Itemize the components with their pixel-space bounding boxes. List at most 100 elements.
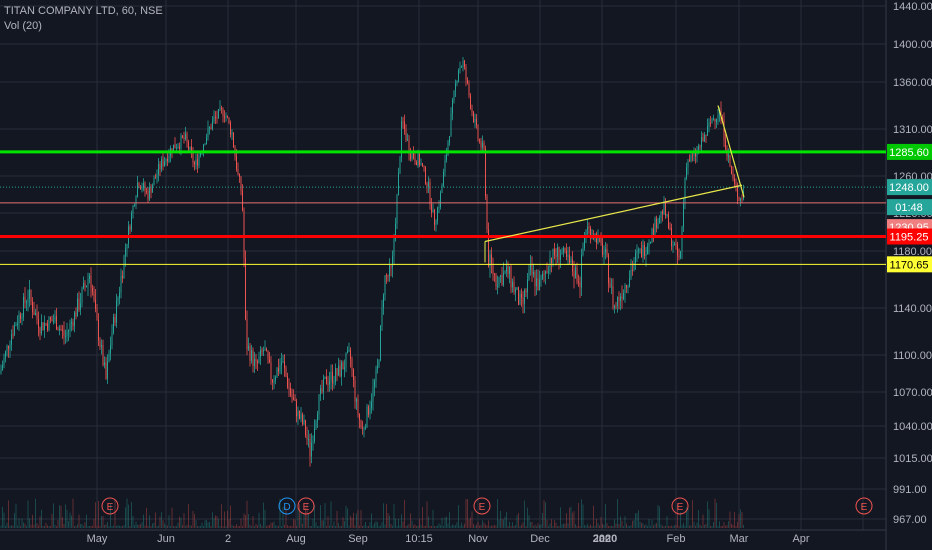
candle-body <box>473 112 474 122</box>
volume-bar <box>245 515 246 528</box>
candle-body <box>683 203 684 227</box>
candle-body <box>308 438 309 440</box>
volume-bar <box>519 525 521 528</box>
candle-body <box>408 139 410 155</box>
volume-bar <box>381 522 383 528</box>
tag-bg <box>887 256 932 273</box>
candle-body <box>134 205 135 207</box>
volume-bar <box>384 524 386 528</box>
volume-bar <box>399 525 401 528</box>
volume-bar <box>710 525 711 528</box>
candle-body <box>189 146 191 150</box>
candle-body <box>614 305 615 308</box>
volume-bar <box>344 521 345 528</box>
volume-bar <box>449 512 450 528</box>
candle-body <box>0 370 2 374</box>
volume-bar <box>89 525 90 528</box>
volume-bar <box>363 525 365 528</box>
candle-body <box>50 317 51 320</box>
volume-bar <box>215 515 216 528</box>
volume-bar <box>537 523 539 528</box>
candle-body <box>344 367 345 370</box>
volume-indicator-label[interactable]: Vol (20) <box>4 20 42 32</box>
candle-body <box>215 116 216 118</box>
volume-bar <box>584 524 585 528</box>
volume-bar <box>233 525 234 528</box>
candle-body <box>120 275 122 293</box>
volume-bar <box>33 524 35 528</box>
candle-body <box>536 278 537 287</box>
volume-bar <box>266 525 267 528</box>
volume-bar <box>72 498 74 528</box>
volume-bar <box>657 505 659 528</box>
candle-body <box>180 135 182 149</box>
candle-body <box>80 303 81 310</box>
volume-bar <box>488 520 489 528</box>
volume-bar <box>477 521 479 528</box>
candle-body <box>542 273 543 279</box>
candle-body <box>210 127 212 130</box>
volume-bar <box>122 526 123 528</box>
candle-body <box>72 322 74 326</box>
candle-body <box>297 410 299 417</box>
volume-bar <box>650 525 651 528</box>
candle-body <box>278 368 279 372</box>
candle-body <box>342 362 344 370</box>
volume-bar <box>504 516 506 528</box>
volume-bar <box>684 525 686 528</box>
candle-body <box>305 419 306 436</box>
volume-bar <box>227 510 228 528</box>
volume-bar <box>675 524 677 528</box>
candle-body <box>530 264 531 270</box>
candle-body <box>102 345 104 366</box>
volume-bar <box>525 525 527 528</box>
candle-body <box>11 334 12 345</box>
candle-body <box>393 238 395 257</box>
candle-body <box>173 144 174 153</box>
candle-body <box>564 247 566 251</box>
candle-body <box>524 290 525 304</box>
candle-body <box>570 259 572 263</box>
symbol-title[interactable]: TITAN COMPANY LTD, 60, NSE <box>4 5 163 17</box>
candle-body <box>3 357 5 366</box>
candle-body <box>257 361 258 363</box>
volume-bar <box>5 525 6 528</box>
volume-bar <box>222 525 224 528</box>
candle-body <box>579 282 581 288</box>
volume-bar <box>605 504 606 528</box>
candle-body <box>203 144 204 152</box>
volume-bar <box>578 502 579 528</box>
marker-label: E <box>861 502 868 513</box>
volume-bar <box>711 525 713 528</box>
volume-bar <box>152 523 153 528</box>
candle-body <box>186 133 188 142</box>
volume-bar <box>312 518 314 528</box>
candle-body <box>741 198 743 200</box>
candle-body <box>465 67 467 80</box>
candle-body <box>546 271 548 273</box>
candle-body <box>239 173 240 177</box>
volume-bar <box>162 520 164 528</box>
candle-body <box>693 152 695 156</box>
candle-body <box>287 376 288 388</box>
time-tick-label: Aug <box>286 533 306 545</box>
volume-bar <box>60 505 62 528</box>
volume-bar <box>339 525 341 528</box>
candle-body <box>456 80 458 84</box>
price-axis[interactable]: 1440.001400.001360.001310.001260.001220.… <box>893 1 932 526</box>
candle-body <box>111 332 113 346</box>
volume-bar <box>534 524 536 528</box>
candle-body <box>648 242 650 247</box>
candle-body <box>644 245 645 256</box>
volume-bar <box>116 525 117 528</box>
candle-body <box>390 265 392 268</box>
volume-bar <box>716 502 717 528</box>
volume-bar <box>539 525 540 528</box>
candle-body <box>404 121 405 130</box>
volume-bar <box>327 516 329 528</box>
candle-body <box>639 248 641 250</box>
volume-bar <box>408 523 410 528</box>
volume-bar <box>230 505 231 528</box>
